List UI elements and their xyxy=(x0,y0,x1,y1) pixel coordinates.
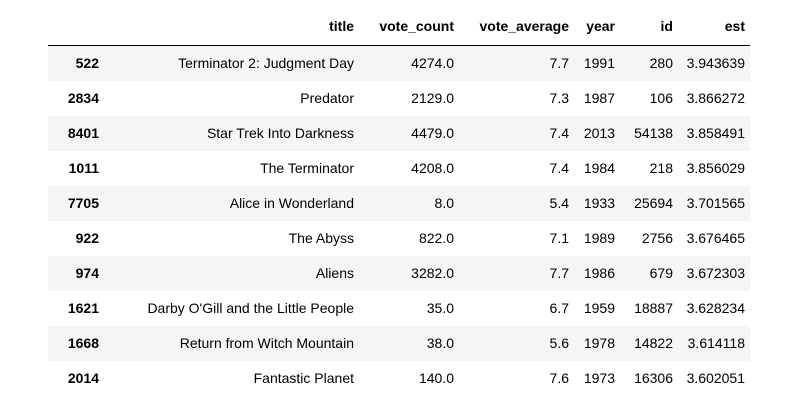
vote-average-cell: 7.7 xyxy=(549,265,569,281)
vote-average-cell: 5.6 xyxy=(549,335,569,351)
row-index-cell: 522 xyxy=(75,55,99,71)
year-cell: 1978 xyxy=(583,335,615,351)
vote-count-cell: 3282.0 xyxy=(411,265,454,281)
est-column-header: est xyxy=(724,18,745,34)
index-column-header xyxy=(48,10,104,46)
table-body: 522 Terminator 2: Judgment Day 4274.0 7.7 19… xyxy=(48,45,750,396)
est-cell: 3.866272 xyxy=(686,90,745,106)
id-cell: 2756 xyxy=(641,230,673,246)
year-cell: 1959 xyxy=(583,300,615,316)
title-column-header: title xyxy=(329,18,354,34)
table-row: 8401 Star Trek Into Darkness 4479.0 7.4 2013… xyxy=(48,116,750,151)
vote-count-cell: 4208.0 xyxy=(411,160,454,176)
header-row: title vote_count vote_average year id es… xyxy=(48,10,750,46)
title-cell: The Terminator xyxy=(260,160,354,176)
vote-average-cell: 6.7 xyxy=(549,300,569,316)
est-cell: 3.943639 xyxy=(686,55,745,71)
title-cell: Star Trek Into Darkness xyxy=(206,125,354,141)
row-index-cell: 974 xyxy=(75,265,99,281)
row-index-cell: 1668 xyxy=(67,335,99,351)
year-column-header: year xyxy=(586,18,615,34)
est-cell: 3.672303 xyxy=(686,265,745,281)
title-cell: Aliens xyxy=(315,265,354,281)
table-row: 2834 Predator 2129.0 7.3 1987 106 3.866272 xyxy=(48,81,750,116)
year-cell: 1973 xyxy=(583,370,615,386)
year-cell: 1987 xyxy=(583,90,615,106)
vote-average-cell: 7.4 xyxy=(549,125,569,141)
table-row: 1668 Return from Witch Mountain 38.0 5.6 197… xyxy=(48,326,750,361)
vote-average-cell: 7.1 xyxy=(549,230,569,246)
row-index-cell: 8401 xyxy=(67,125,99,141)
id-cell: 106 xyxy=(649,90,673,106)
table-row: 1621 Darby O'Gill and the Little People 35… xyxy=(48,291,750,326)
id-cell: 679 xyxy=(649,265,673,281)
vote-count-cell: 4479.0 xyxy=(411,125,454,141)
row-index-cell: 1621 xyxy=(67,300,99,316)
row-index-cell: 2834 xyxy=(67,90,99,106)
est-cell: 3.602051 xyxy=(686,370,745,386)
row-index-cell: 1011 xyxy=(68,160,99,176)
id-cell: 16306 xyxy=(634,370,673,386)
year-cell: 1933 xyxy=(583,195,615,211)
vote-average-cell: 7.3 xyxy=(549,90,569,106)
year-cell: 1986 xyxy=(583,265,615,281)
title-cell: Predator xyxy=(300,90,354,106)
vote-average-cell: 7.6 xyxy=(549,370,569,386)
table-row: 922 The Abyss 822.0 7.1 1989 2756 3.676465 xyxy=(48,221,750,256)
id-cell: 14822 xyxy=(634,335,673,351)
vote-average-cell: 7.7 xyxy=(549,55,569,71)
row-index-cell: 7705 xyxy=(67,195,99,211)
title-cell: Alice in Wonderland xyxy=(229,195,354,211)
year-cell: 2013 xyxy=(583,125,615,141)
table-row: 522 Terminator 2: Judgment Day 4274.0 7.7 19… xyxy=(48,45,750,81)
year-cell: 1991 xyxy=(583,55,615,71)
table-row: 974 Aliens 3282.0 7.7 1986 679 3.672303 xyxy=(48,256,750,291)
vote-count-cell: 140.0 xyxy=(418,370,454,386)
vote-average-column-header: vote_average xyxy=(479,18,569,34)
table-row: 1011 The Terminator 4208.0 7.4 1984 218 3.8560… xyxy=(48,151,750,186)
vote-average-cell: 7.4 xyxy=(549,160,569,176)
est-cell: 3.676465 xyxy=(686,230,745,246)
id-cell: 280 xyxy=(649,55,673,71)
table-row: 7705 Alice in Wonderland 8.0 5.4 1933 25694 3.… xyxy=(48,186,750,221)
id-cell: 218 xyxy=(649,160,673,176)
dataframe-table: title vote_count vote_average year id es… xyxy=(48,10,750,396)
vote-count-cell: 8.0 xyxy=(434,195,454,211)
title-cell: The Abyss xyxy=(288,230,354,246)
est-cell: 3.628234 xyxy=(686,300,745,316)
title-cell: Darby O'Gill and the Little People xyxy=(147,300,354,316)
est-cell: 3.856029 xyxy=(686,160,745,176)
table-header: title vote_count vote_average year id es… xyxy=(48,10,750,46)
vote-count-cell: 35.0 xyxy=(426,300,454,316)
est-cell: 3.858491 xyxy=(686,125,745,141)
vote-count-cell: 822.0 xyxy=(418,230,454,246)
est-cell: 3.701565 xyxy=(686,195,745,211)
vote-count-column-header: vote_count xyxy=(379,18,454,34)
id-cell: 54138 xyxy=(634,125,673,141)
vote-average-cell: 5.4 xyxy=(549,195,569,211)
id-cell: 25694 xyxy=(634,195,673,211)
title-cell: Return from Witch Mountain xyxy=(179,335,354,351)
vote-count-cell: 2129.0 xyxy=(411,90,454,106)
year-cell: 1989 xyxy=(583,230,615,246)
est-cell: 3.614118 xyxy=(687,335,745,351)
title-cell: Fantastic Planet xyxy=(253,370,354,386)
id-cell: 18887 xyxy=(634,300,673,316)
row-index-cell: 2014 xyxy=(67,370,99,386)
title-cell: Terminator 2: Judgment Day xyxy=(178,55,354,71)
row-index-cell: 922 xyxy=(75,230,99,246)
vote-count-cell: 38.0 xyxy=(426,335,454,351)
vote-count-cell: 4274.0 xyxy=(411,55,454,71)
year-cell: 1984 xyxy=(583,160,615,176)
id-column-header: id xyxy=(660,18,673,34)
table-row: 2014 Fantastic Planet 140.0 7.6 1973 16306 3.6… xyxy=(48,361,750,396)
